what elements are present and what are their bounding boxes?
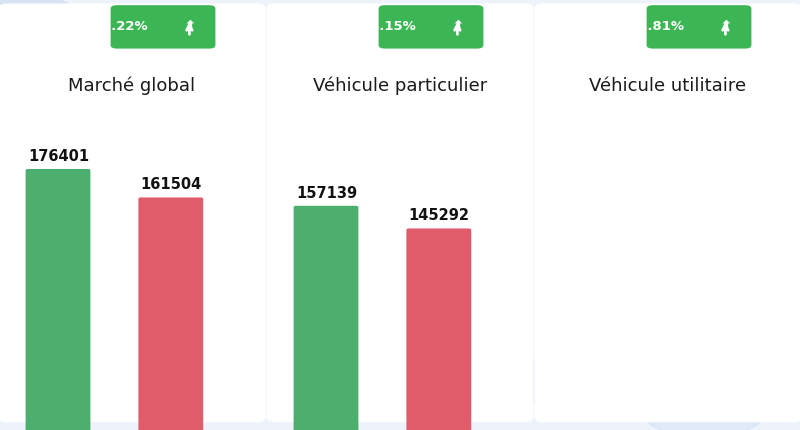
Text: 161504: 161504 xyxy=(141,177,202,192)
Text: Véhicule utilitaire: Véhicule utilitaire xyxy=(590,77,746,95)
Text: ⬆: ⬆ xyxy=(719,19,732,34)
FancyBboxPatch shape xyxy=(294,206,358,430)
FancyBboxPatch shape xyxy=(138,197,203,430)
Text: +9.22%: +9.22% xyxy=(92,20,149,34)
Ellipse shape xyxy=(0,0,116,114)
FancyBboxPatch shape xyxy=(646,5,751,49)
FancyBboxPatch shape xyxy=(378,5,483,49)
FancyBboxPatch shape xyxy=(406,228,471,430)
Text: +18.81%: +18.81% xyxy=(618,20,685,34)
Ellipse shape xyxy=(447,344,545,412)
Text: 145292: 145292 xyxy=(409,208,470,223)
FancyBboxPatch shape xyxy=(266,3,534,422)
Text: Marché global: Marché global xyxy=(69,77,195,95)
Text: ⬆: ⬆ xyxy=(451,19,464,34)
Text: Véhicule particulier: Véhicule particulier xyxy=(313,77,487,95)
Text: ⬆: ⬆ xyxy=(183,19,196,34)
Text: 176401: 176401 xyxy=(28,149,89,164)
FancyBboxPatch shape xyxy=(0,3,266,422)
FancyBboxPatch shape xyxy=(534,3,800,422)
FancyBboxPatch shape xyxy=(110,5,215,49)
Text: +8.15%: +8.15% xyxy=(360,20,417,34)
Ellipse shape xyxy=(632,353,776,430)
FancyBboxPatch shape xyxy=(26,169,90,430)
Text: 157139: 157139 xyxy=(296,186,357,201)
